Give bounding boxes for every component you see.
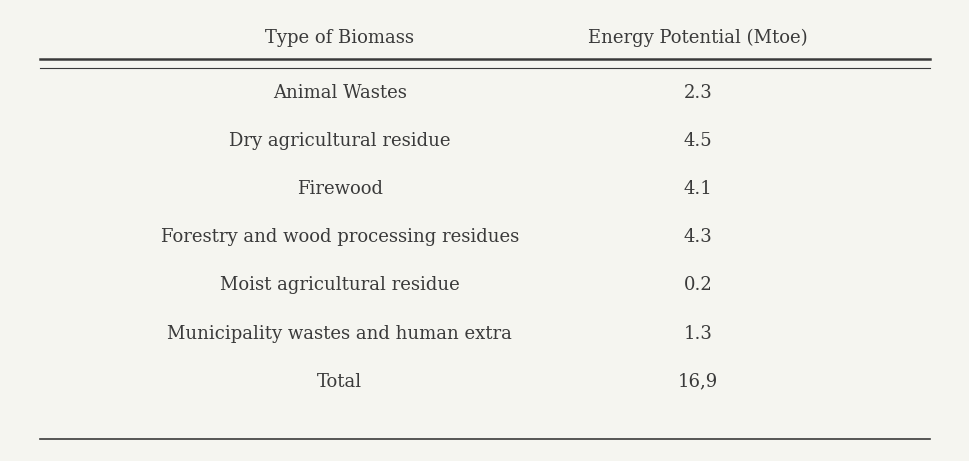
Text: Energy Potential (Mtoe): Energy Potential (Mtoe)	[587, 29, 807, 47]
Text: Type of Biomass: Type of Biomass	[266, 29, 414, 47]
Text: Moist agricultural residue: Moist agricultural residue	[220, 277, 459, 295]
Text: 4.1: 4.1	[683, 180, 711, 198]
Text: Total: Total	[317, 372, 362, 391]
Text: 4.5: 4.5	[683, 132, 711, 150]
Text: Animal Wastes: Animal Wastes	[272, 84, 406, 102]
Text: 4.3: 4.3	[683, 228, 711, 246]
Text: 2.3: 2.3	[683, 84, 711, 102]
Text: Forestry and wood processing residues: Forestry and wood processing residues	[161, 228, 518, 246]
Text: 1.3: 1.3	[682, 325, 711, 343]
Text: Municipality wastes and human extra: Municipality wastes and human extra	[168, 325, 512, 343]
Text: Firewood: Firewood	[297, 180, 383, 198]
Text: Dry agricultural residue: Dry agricultural residue	[229, 132, 451, 150]
Text: 16,9: 16,9	[677, 372, 717, 391]
Text: 0.2: 0.2	[683, 277, 711, 295]
